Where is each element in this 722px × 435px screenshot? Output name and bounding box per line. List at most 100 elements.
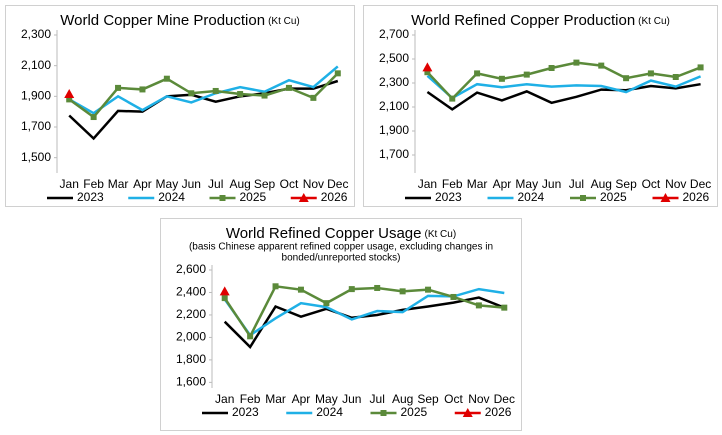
marker <box>474 70 481 77</box>
x-tick-label: Oct <box>280 177 299 191</box>
legend-label: 2023 <box>77 190 104 204</box>
marker <box>374 284 381 291</box>
marker <box>310 94 317 101</box>
y-tick-label: 2,100 <box>21 58 51 72</box>
x-tick-label: May <box>515 177 538 191</box>
y-tick-label: 1,900 <box>21 89 51 103</box>
x-tick-label: Oct <box>444 392 463 406</box>
marker <box>219 286 230 296</box>
x-tick-label: Jul <box>370 392 385 406</box>
marker <box>573 59 580 66</box>
legend-label: 2024 <box>518 190 545 204</box>
title-unit: (Kt Cu) <box>425 229 457 240</box>
series-line <box>223 287 505 337</box>
y-tick-label: 1,800 <box>176 352 206 366</box>
y-tick-label: 2,500 <box>379 51 409 65</box>
marker <box>424 69 431 76</box>
x-tick-label: Aug <box>591 177 612 191</box>
marker <box>64 89 75 99</box>
marker <box>163 75 170 82</box>
marker <box>623 75 630 82</box>
marker <box>139 86 146 93</box>
x-tick-label: Jun <box>182 177 201 191</box>
marker <box>399 288 406 295</box>
legend-label: 2025 <box>600 190 627 204</box>
marker <box>334 70 341 77</box>
legend-marker <box>298 193 309 202</box>
x-tick-label: Mar <box>108 177 129 191</box>
y-tick-label: 1,900 <box>379 123 409 137</box>
y-tick-label: 2,000 <box>176 330 206 344</box>
x-tick-label: Apr <box>493 177 512 191</box>
x-tick-label: Sep <box>417 392 439 406</box>
legend-label: 2024 <box>158 190 185 204</box>
x-tick-label: Sep <box>615 177 637 191</box>
y-tick-label: 2,700 <box>379 27 409 41</box>
x-tick-label: Nov <box>665 177 686 191</box>
marker <box>501 304 508 311</box>
chart-title: World Refined Copper Production (Kt Cu) <box>411 12 670 29</box>
panel-frame <box>363 5 718 207</box>
legend-label: 2023 <box>232 405 259 419</box>
x-tick-label: Dec <box>327 177 348 191</box>
x-tick-label: Mar <box>467 177 488 191</box>
chart-panel: World Refined Copper Usage (Kt Cu)(basis … <box>160 218 522 431</box>
marker <box>90 114 97 121</box>
y-tick-label: 1,500 <box>21 150 51 164</box>
x-tick-label: Jan <box>215 392 234 406</box>
legend-label: 2025 <box>240 190 267 204</box>
x-tick-label: Jul <box>208 177 223 191</box>
chart-panel: World Copper Mine Production (Kt Cu) 1,500… <box>5 5 355 207</box>
x-tick-label: Jul <box>569 177 584 191</box>
marker <box>261 92 268 99</box>
marker <box>66 96 73 103</box>
series-line <box>68 72 339 119</box>
legend-label: 2023 <box>435 190 462 204</box>
y-tick-label: 2,300 <box>379 75 409 89</box>
marker <box>323 300 330 307</box>
x-tick-label: Jun <box>342 392 361 406</box>
title-text: World Copper Mine Production <box>60 12 265 29</box>
marker <box>647 70 654 77</box>
subtitle: bonded/unreported stocks) <box>282 253 401 264</box>
subtitle: (basis Chinese apparent refined copper u… <box>189 242 493 253</box>
chart-title: World Refined Copper Usage (Kt Cu) <box>226 225 456 242</box>
marker <box>475 302 482 309</box>
x-tick-label: Dec <box>690 177 711 191</box>
marker <box>247 333 254 340</box>
legend-label: 2025 <box>401 405 428 419</box>
x-tick-label: Nov <box>303 177 324 191</box>
legend-marker <box>380 410 387 416</box>
title-unit: (Kt Cu) <box>638 16 670 27</box>
marker <box>285 84 292 91</box>
x-tick-label: Jan <box>418 177 437 191</box>
legend-label: 2026 <box>683 190 710 204</box>
x-tick-label: Sep <box>254 177 276 191</box>
x-tick-label: Aug <box>229 177 250 191</box>
marker <box>188 90 195 97</box>
y-tick-label: 1,700 <box>21 119 51 133</box>
y-tick-label: 1,700 <box>379 147 409 161</box>
chart-title: World Copper Mine Production (Kt Cu) <box>60 12 300 29</box>
marker <box>272 283 279 290</box>
x-tick-label: Nov <box>468 392 489 406</box>
x-tick-label: Feb <box>83 177 104 191</box>
legend-label: 2024 <box>316 405 343 419</box>
marker <box>672 74 679 80</box>
y-tick-label: 2,200 <box>176 307 206 321</box>
y-tick-label: 2,400 <box>176 285 206 299</box>
x-tick-label: Jan <box>60 177 79 191</box>
title-unit: (Kt Cu) <box>268 16 300 27</box>
x-tick-label: Dec <box>494 392 515 406</box>
marker <box>548 65 555 71</box>
x-tick-label: Mar <box>265 392 286 406</box>
y-tick-label: 2,100 <box>379 99 409 113</box>
marker <box>598 62 605 69</box>
y-tick-label: 2,300 <box>21 27 51 41</box>
x-tick-label: Jun <box>542 177 561 191</box>
marker <box>115 84 122 91</box>
x-tick-label: Oct <box>642 177 661 191</box>
x-tick-label: Aug <box>392 392 413 406</box>
x-tick-label: Apr <box>133 177 152 191</box>
marker <box>348 286 355 293</box>
